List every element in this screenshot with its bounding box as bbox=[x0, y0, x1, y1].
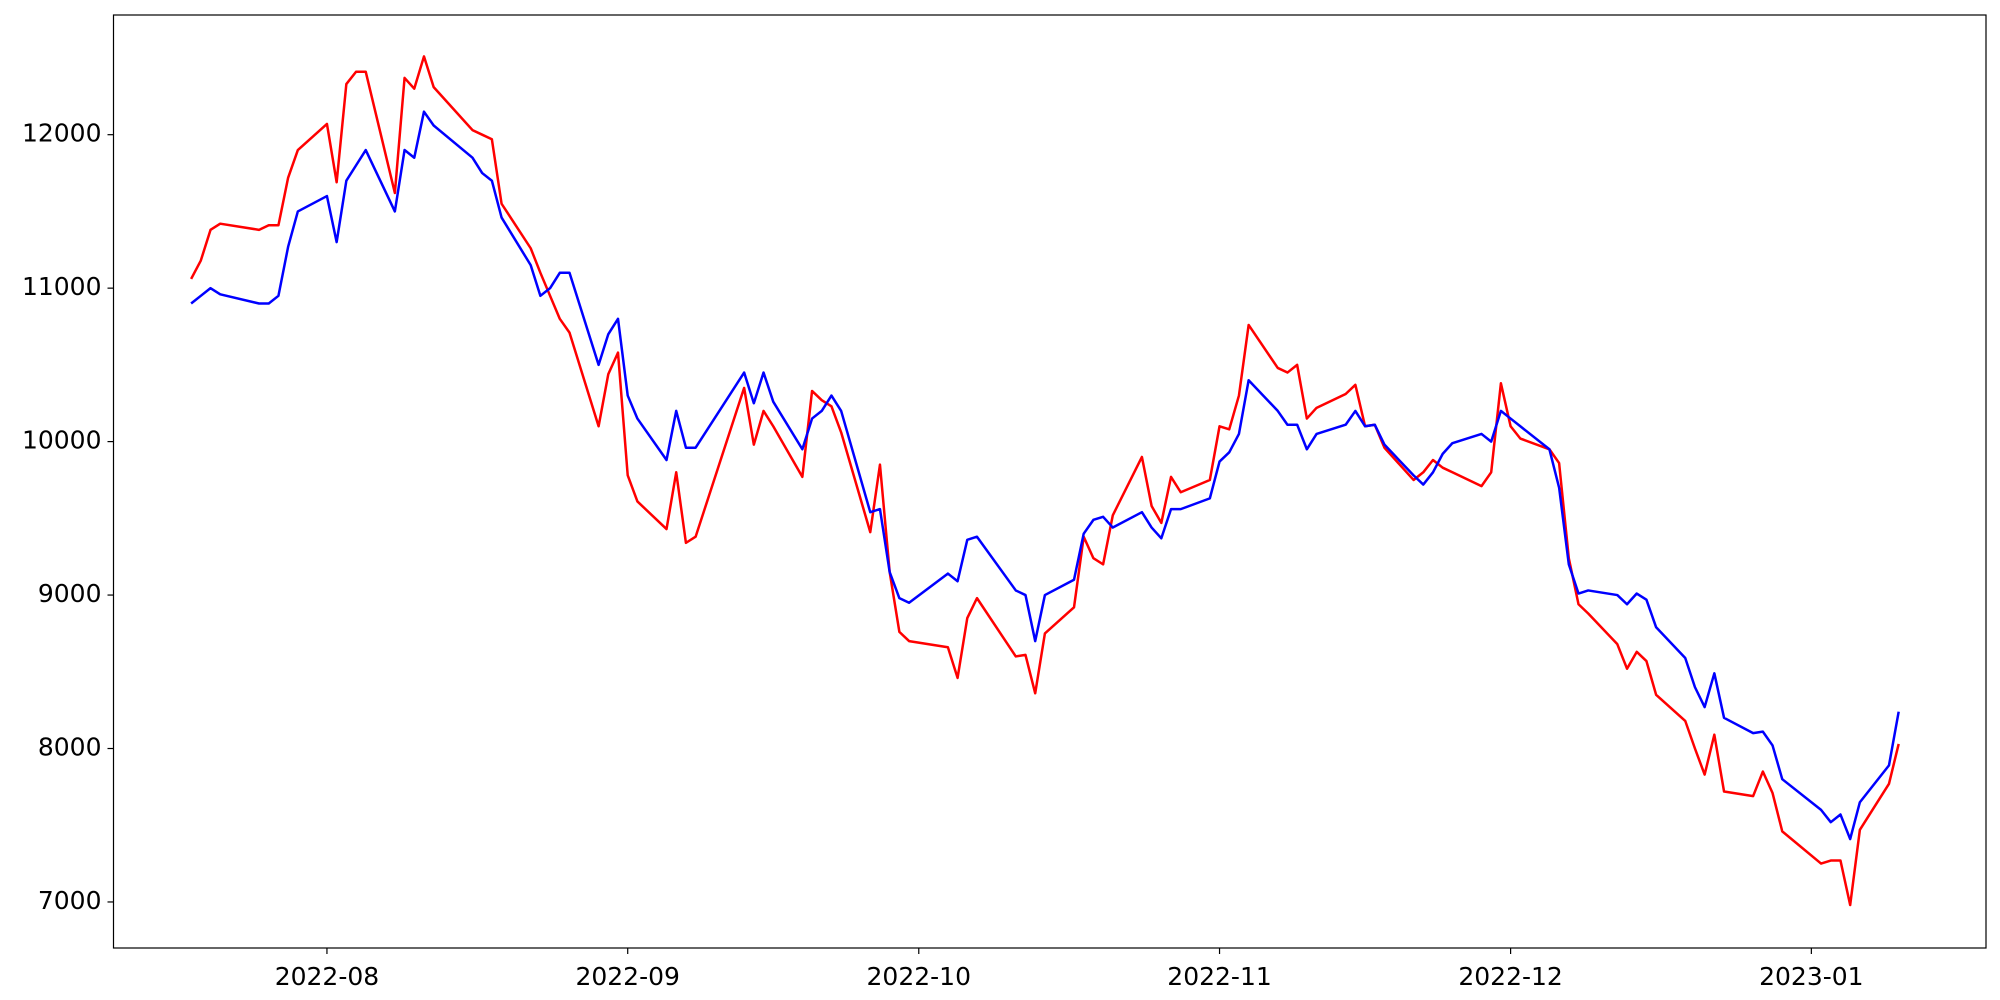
y-tick-label: 11000 bbox=[22, 272, 102, 301]
x-tick-label: 2022-08 bbox=[275, 962, 379, 991]
x-tick-label: 2022-11 bbox=[1167, 962, 1271, 991]
data-line bbox=[190, 55, 1900, 907]
x-tick-label: 2022-10 bbox=[867, 962, 971, 991]
x-tick-label: 2023-01 bbox=[1759, 962, 1863, 991]
y-tick-label: 9000 bbox=[38, 579, 102, 608]
y-tick-label: 10000 bbox=[22, 426, 102, 455]
data-line bbox=[190, 110, 1900, 841]
y-tick-label: 7000 bbox=[38, 886, 102, 915]
x-tick-label: 2022-09 bbox=[575, 962, 679, 991]
y-tick-label: 8000 bbox=[38, 733, 102, 762]
x-tick-label: 2022-12 bbox=[1458, 962, 1562, 991]
y-tick-label: 12000 bbox=[22, 119, 102, 148]
plot-frame bbox=[112, 14, 1987, 949]
